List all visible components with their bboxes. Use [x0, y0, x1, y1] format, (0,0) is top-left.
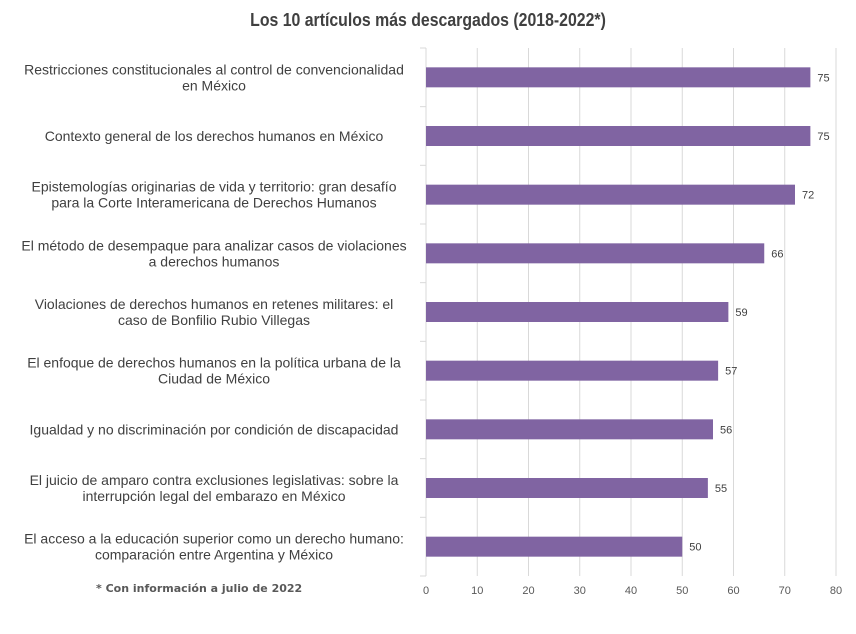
category-label: El enfoque de derechos humanos en la pol…	[27, 355, 401, 387]
bar	[426, 478, 708, 498]
x-tick-label: 80	[830, 585, 842, 597]
bar	[426, 360, 719, 381]
bars	[426, 67, 811, 557]
chart-title: Los 10 artículos más descargados (2018-2…	[250, 10, 606, 30]
bar	[426, 126, 811, 146]
data-label: 55	[715, 483, 727, 495]
category-labels: Restricciones constitucionales al contro…	[21, 61, 406, 562]
category-label: Contexto general de los derechos humanos…	[45, 128, 384, 144]
chart-footnote: * Con información a julio de 2022	[96, 582, 303, 595]
data-label: 56	[720, 424, 732, 436]
data-label: 57	[725, 366, 737, 378]
x-tick-label: 10	[471, 585, 483, 597]
x-tick-label: 20	[522, 585, 534, 597]
x-axis-ticks: 0 10 20 30 40 50 60 70 80	[423, 585, 842, 597]
bar	[426, 184, 795, 205]
data-label: 59	[735, 307, 747, 319]
bar	[426, 536, 683, 557]
bar	[426, 243, 765, 264]
category-label: El método de desempaque para analizar ca…	[21, 237, 406, 269]
x-tick-label: 40	[625, 585, 637, 597]
data-label: 72	[802, 190, 814, 202]
data-label: 75	[817, 72, 829, 84]
category-label: Restricciones constitucionales al contro…	[24, 61, 404, 93]
category-label: Violaciones de derechos humanos en reten…	[35, 296, 394, 328]
bar	[426, 67, 811, 88]
category-label: El acceso a la educación superior como u…	[24, 531, 404, 563]
x-tick-label: 60	[727, 585, 739, 597]
data-label: 50	[689, 542, 701, 554]
x-tick-label: 70	[779, 585, 791, 597]
x-tick-label: 50	[676, 585, 688, 597]
category-label: Epistemologías originarias de vida y ter…	[32, 179, 397, 211]
data-label: 66	[771, 248, 783, 260]
data-label: 75	[817, 131, 829, 143]
x-tick-label: 30	[574, 585, 586, 597]
bar	[426, 302, 729, 322]
category-label: Igualdad y no discriminación por condici…	[30, 421, 399, 437]
category-label: El juicio de amparo contra exclusiones l…	[30, 472, 399, 504]
bar	[426, 419, 713, 440]
x-tick-label: 0	[423, 585, 429, 597]
data-labels: 75 75 72 66 59 57 56 55 50	[689, 72, 829, 553]
